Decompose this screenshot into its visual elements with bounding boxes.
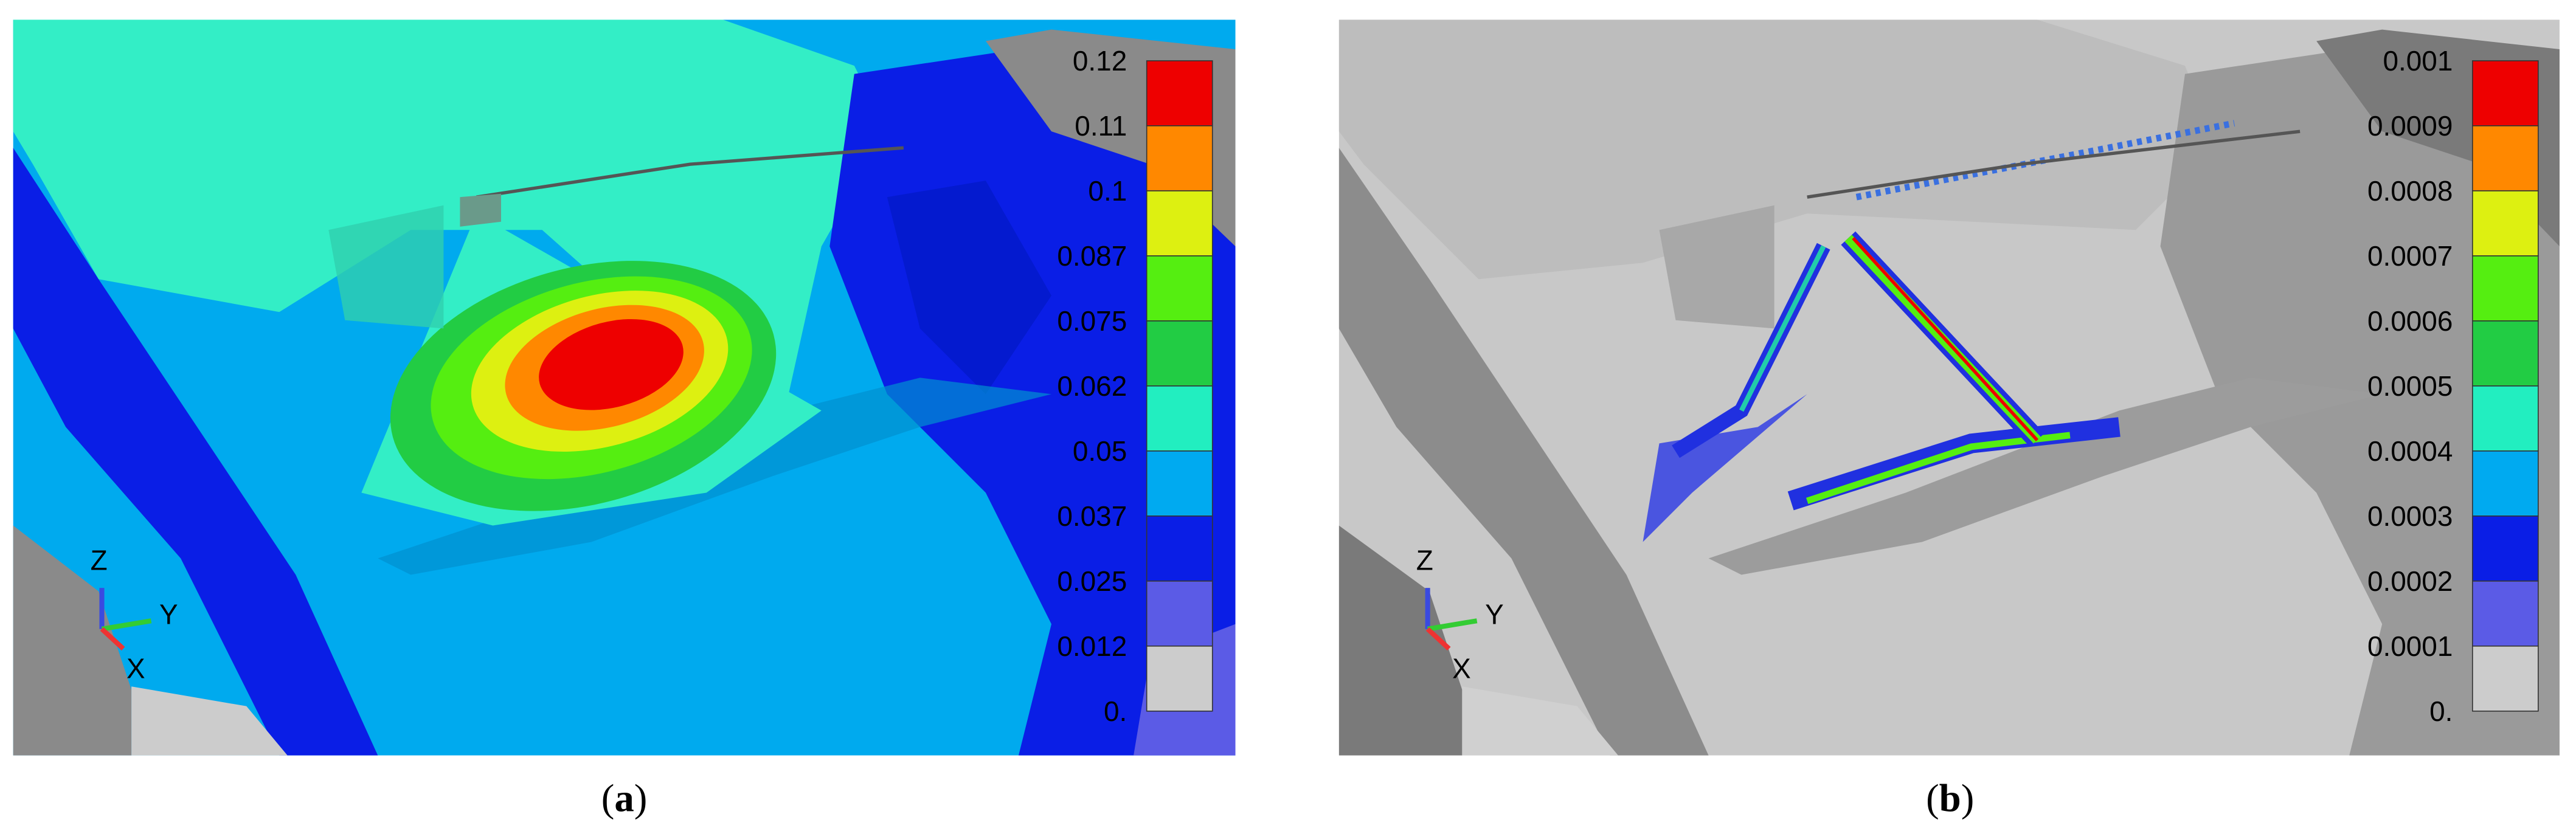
legend-label: 0.001 bbox=[2383, 45, 2453, 77]
caption-part: ) bbox=[634, 777, 648, 821]
legend-swatch bbox=[1146, 581, 1213, 647]
legend-swatch bbox=[2471, 450, 2539, 517]
legend-label: 0.0003 bbox=[2367, 500, 2453, 532]
legend-label: 0.0007 bbox=[2367, 240, 2453, 272]
legend-swatch bbox=[1146, 190, 1213, 257]
legend-swatch bbox=[1146, 60, 1213, 126]
legend-label: 0.025 bbox=[1057, 565, 1127, 597]
legend-swatch bbox=[2471, 515, 2539, 582]
legend-label: 0.062 bbox=[1057, 370, 1127, 402]
caption-part: ( bbox=[601, 777, 615, 821]
caption: (a) bbox=[601, 777, 648, 821]
legend: 0.12 0.11 0.1 0.087 0.075 0.062 0.05 0.037 0.025… bbox=[1057, 45, 1213, 727]
legend-swatch bbox=[2471, 125, 2539, 191]
legend-label: 0.11 bbox=[1075, 110, 1127, 142]
axis-y-label: Y bbox=[1485, 599, 1504, 630]
legend-label: 0. bbox=[2429, 695, 2453, 727]
caption-part: a bbox=[614, 777, 634, 821]
legend-swatch bbox=[2471, 385, 2539, 452]
legend-label: 0.0001 bbox=[2367, 630, 2453, 662]
caption-part: b bbox=[1939, 777, 1961, 821]
legend-swatch bbox=[1146, 645, 1213, 712]
legend-swatch bbox=[1146, 125, 1213, 191]
legend-swatch bbox=[1146, 255, 1213, 322]
legend-label: 0.037 bbox=[1057, 500, 1127, 532]
legend-label: 0.0002 bbox=[2367, 565, 2453, 597]
legend-label: 0. bbox=[1104, 695, 1127, 727]
panel-b-render bbox=[1338, 19, 2560, 756]
axis-x-label: X bbox=[126, 653, 145, 684]
legend-swatch bbox=[1146, 320, 1213, 387]
caption: (b) bbox=[1926, 777, 1974, 821]
legend-swatch bbox=[1146, 515, 1213, 582]
legend-swatch bbox=[2471, 60, 2539, 126]
axis-z-label: Z bbox=[1416, 544, 1433, 576]
legend-label: 0.075 bbox=[1057, 305, 1127, 337]
legend-swatch bbox=[1146, 450, 1213, 517]
axis-triad bbox=[99, 588, 1478, 651]
legend-swatch bbox=[1146, 385, 1213, 452]
axis-x-label: X bbox=[1452, 653, 1471, 684]
legend-label: 0.0005 bbox=[2367, 370, 2453, 402]
caption-part: ) bbox=[1961, 777, 1975, 821]
legend-label: 0.0006 bbox=[2367, 305, 2453, 337]
legend-swatch bbox=[2471, 255, 2539, 322]
legend-label: 0.0009 bbox=[2367, 110, 2453, 142]
legend-label: 0.0004 bbox=[2367, 435, 2453, 467]
legend-label: 0.087 bbox=[1057, 240, 1127, 272]
legend-swatch bbox=[2471, 645, 2539, 712]
caption-part: ( bbox=[1926, 777, 1939, 821]
legend-swatch bbox=[2471, 190, 2539, 257]
legend-swatch bbox=[2471, 320, 2539, 387]
axis-y-label: Y bbox=[159, 599, 178, 630]
axis-z-label: Z bbox=[91, 544, 108, 576]
legend: 0.001 0.0009 0.0008 0.0007 0.0006 0.0005 0.000… bbox=[2367, 45, 2539, 727]
legend-swatch bbox=[2471, 581, 2539, 647]
legend-label: 0.12 bbox=[1073, 45, 1127, 77]
legend-label: 0.05 bbox=[1073, 435, 1127, 467]
legend-label: 0.012 bbox=[1057, 630, 1127, 662]
legend-label: 0.0008 bbox=[2367, 175, 2453, 207]
panel-a-render bbox=[13, 19, 1236, 756]
legend-label: 0.1 bbox=[1088, 175, 1127, 207]
